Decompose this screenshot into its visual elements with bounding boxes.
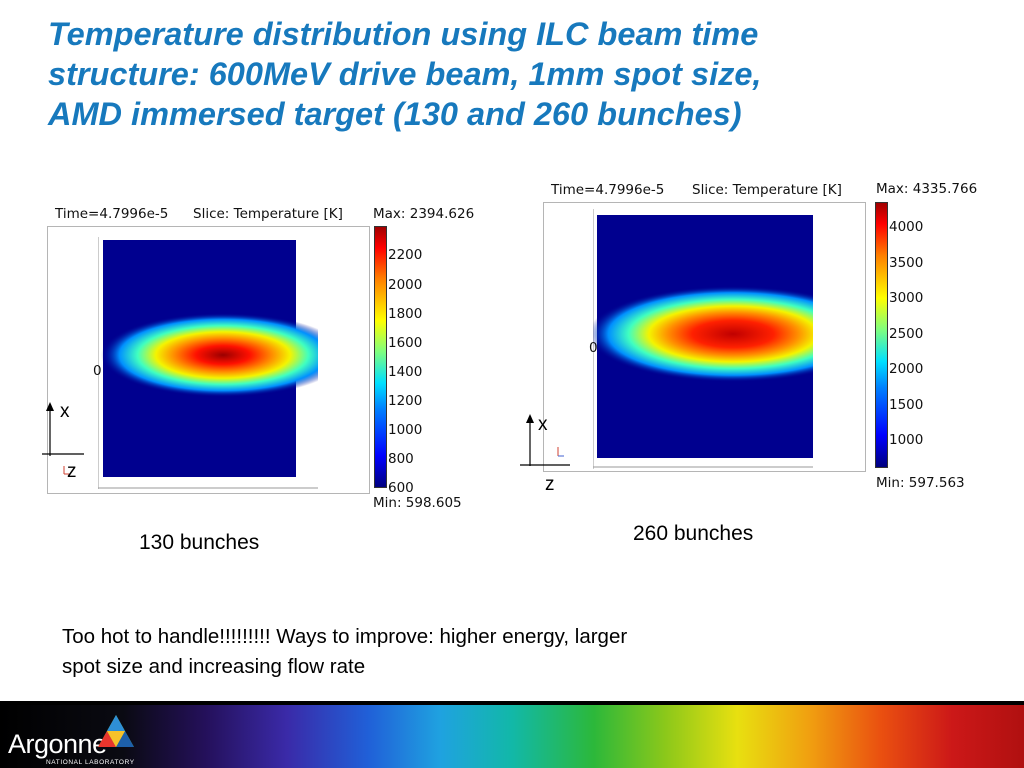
colorbar-tick: 1400 (388, 364, 423, 380)
colorbar-tick: 4000 (889, 219, 924, 235)
caption-260-bunches: 260 bunches (633, 522, 754, 545)
origin-tick: 0 (589, 340, 598, 356)
min-label: Min: 597.563 (876, 475, 965, 491)
hot-spot (593, 286, 813, 382)
max-label: Max: 4335.766 (876, 181, 978, 197)
axis-indicator-icon (520, 414, 570, 466)
time-label: Time=4.7996e-5 (55, 206, 169, 222)
min-label: Min: 598.605 (373, 495, 462, 511)
footer-spectrum-bar: Argonne NATIONAL LABORATORY (0, 705, 1024, 768)
x-axis-label: x (60, 401, 70, 422)
argonne-logo-triangle-icon (98, 715, 134, 747)
colorbar-tick: 3000 (889, 290, 924, 306)
z-axis-label: z (545, 474, 555, 495)
hot-spot (101, 313, 318, 397)
time-label: Time=4.7996e-5 (551, 182, 665, 198)
note-line-1: Too hot to handle!!!!!!!!! Ways to impro… (62, 625, 628, 648)
slice-label: Slice: Temperature [K] (692, 182, 842, 198)
colorbar-tick: 1500 (889, 397, 924, 413)
logo-name: Argonne (8, 729, 107, 759)
colorbar-tick: 2000 (889, 361, 924, 377)
colorbar-tick: 1600 (388, 335, 423, 351)
temperature-slice-plot (593, 209, 813, 469)
slice-label: Slice: Temperature [K] (193, 206, 343, 222)
conclusion-note: Too hot to handle!!!!!!!!! Ways to impro… (62, 622, 792, 682)
colorbar-tick: 1200 (388, 393, 423, 409)
colorbar-tick: 1800 (388, 306, 423, 322)
colorbar-tick: 2200 (388, 247, 423, 263)
title-line-2: structure: 600MeV drive beam, 1mm spot s… (48, 56, 762, 92)
note-line-2: spot size and increasing flow rate (62, 655, 366, 678)
title-line-3: AMD immersed target (130 and 260 bunches… (48, 96, 742, 132)
colorbar-tick: 2500 (889, 326, 924, 342)
colorbar-tick: 3500 (889, 255, 924, 271)
page-title: Temperature distribution using ILC beam … (48, 14, 988, 134)
logo-subtitle: NATIONAL LABORATORY (46, 759, 135, 766)
caption-130-bunches: 130 bunches (139, 531, 260, 554)
origin-tick: 0 (93, 363, 102, 379)
colorbar (875, 202, 888, 468)
colorbar (374, 226, 387, 488)
footer-divider (0, 701, 1024, 705)
x-axis-label: x (538, 414, 548, 435)
temperature-slice-plot (98, 237, 318, 489)
colorbar-tick: 800 (388, 451, 414, 467)
z-axis-label: z (67, 461, 77, 482)
colorbar-tick: 1000 (388, 422, 423, 438)
title-line-1: Temperature distribution using ILC beam … (48, 16, 759, 52)
colorbar-tick: 2000 (388, 277, 423, 293)
colorbar-tick: 1000 (889, 432, 924, 448)
colorbar-tick: 600 (388, 480, 414, 496)
max-label: Max: 2394.626 (373, 206, 475, 222)
axis-indicator-icon (42, 402, 84, 475)
